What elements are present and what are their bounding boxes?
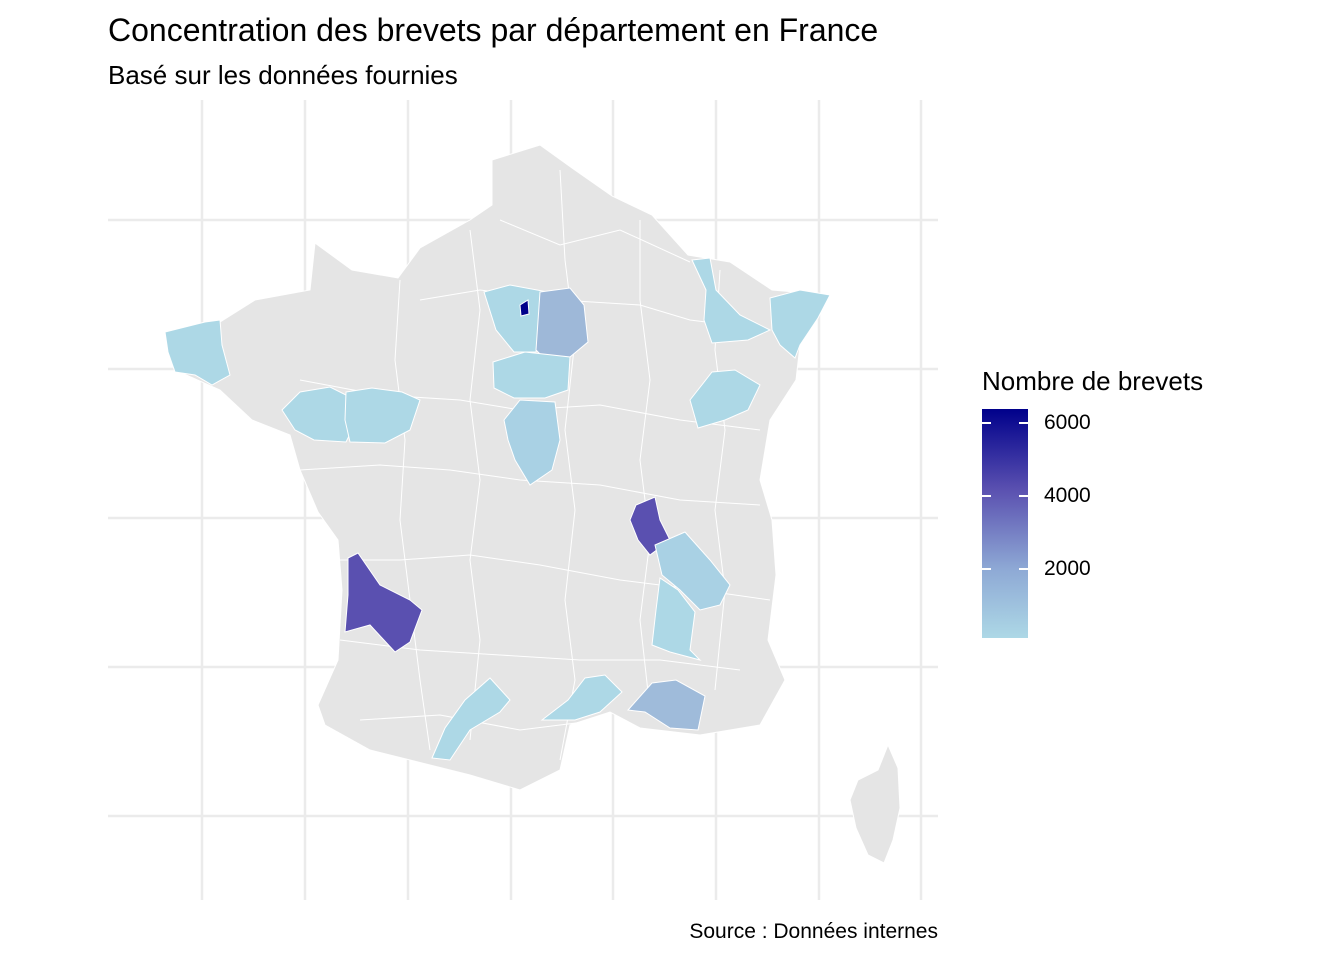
legend-tickmark-2000 — [982, 568, 1028, 570]
legend-title: Nombre de brevets — [982, 364, 1203, 398]
legend-tick-label: 4000 — [1044, 484, 1091, 508]
legend-colorbar — [982, 409, 1028, 638]
legend-tickmark-6000 — [982, 422, 1028, 424]
legend-tick-label: 6000 — [1044, 411, 1091, 435]
legend: Nombre de brevets 6000 4000 2000 — [982, 364, 1203, 398]
department-finistere — [165, 320, 230, 385]
legend-tickmark-4000 — [982, 495, 1028, 497]
corsica — [850, 745, 900, 863]
chart-caption: Source : Données internes — [689, 917, 938, 947]
department-loiret — [493, 352, 570, 398]
legend-tick-label: 2000 — [1044, 557, 1091, 581]
